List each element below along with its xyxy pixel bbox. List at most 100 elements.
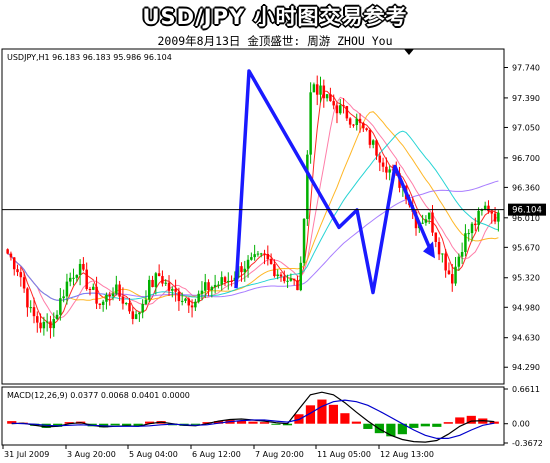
signal-line — [11, 399, 495, 439]
candle-body — [490, 211, 494, 214]
candle-body — [240, 266, 243, 273]
candle-body — [174, 288, 177, 292]
candle-body — [36, 316, 39, 323]
candle-body — [9, 253, 13, 258]
macd-tick-label: -0.3672 — [512, 439, 543, 448]
candle-body — [115, 284, 118, 294]
candle-body — [105, 294, 108, 302]
price-tick-label: 97.050 — [512, 123, 540, 132]
candle-body — [55, 314, 59, 320]
candle-body — [368, 129, 372, 145]
candle-body — [329, 94, 332, 102]
current-price-tag — [508, 203, 546, 216]
candle-body — [256, 253, 260, 255]
candle-body — [306, 154, 309, 219]
candle-body — [273, 264, 276, 277]
candle-body — [450, 274, 454, 284]
macd-tick-label: 0.00 — [512, 420, 530, 429]
candle-body — [184, 298, 187, 301]
candle-body — [315, 84, 319, 95]
candle-body — [348, 118, 352, 125]
candle-body — [322, 85, 326, 99]
macd-panel-title: MACD(12,26,9) 0.0377 0.0068 0.0401 0.000… — [7, 391, 190, 400]
time-tick-label: 7 Aug 20:00 — [255, 450, 304, 459]
candle-body — [180, 300, 184, 302]
candle-body — [431, 212, 434, 233]
candle-body — [289, 278, 293, 281]
candle-body — [319, 85, 322, 95]
candle-body — [477, 210, 480, 226]
candle-body — [292, 278, 296, 281]
candle-body — [217, 284, 220, 286]
candle-body — [332, 101, 335, 106]
candle-body — [42, 321, 46, 329]
candle-body — [365, 128, 368, 130]
page-title: USD/JPY 小时图交易参考 — [142, 5, 408, 29]
candle-body — [75, 274, 79, 278]
candle-body — [210, 287, 214, 291]
price-tick-label: 94.290 — [512, 363, 540, 372]
candle-body — [424, 219, 428, 223]
candle-body — [381, 162, 385, 167]
candle-body — [286, 280, 289, 282]
candle-body — [358, 118, 362, 123]
candle-body — [243, 268, 247, 273]
candle-body — [29, 307, 32, 309]
candle-body — [259, 253, 263, 255]
candle-body — [39, 322, 42, 329]
candle-body — [138, 312, 141, 315]
candle-body — [203, 282, 207, 291]
candle-body — [121, 296, 125, 304]
candle-body — [454, 266, 457, 284]
candle-body — [45, 321, 49, 323]
candle-body — [378, 155, 382, 163]
time-tick-label: 12 Aug 13:00 — [380, 450, 434, 459]
main-panel-frame — [1, 48, 505, 385]
candle-body — [266, 253, 270, 260]
candle-body — [52, 319, 56, 329]
candle-body — [497, 212, 500, 222]
candle-body — [421, 222, 424, 224]
candle-body — [246, 259, 250, 269]
candle-body — [352, 124, 355, 126]
price-tick-label: 97.390 — [512, 94, 540, 103]
time-tick-label: 3 Aug 20:00 — [67, 450, 116, 459]
macd-panel-frame — [1, 386, 505, 446]
candle-body — [65, 281, 69, 297]
candle-body — [362, 122, 365, 129]
candle-body — [302, 218, 306, 263]
candle-body — [483, 205, 487, 210]
candle-body — [128, 303, 131, 312]
candle-body — [118, 284, 121, 297]
price-tick-label: 94.980 — [512, 303, 540, 312]
candle-body — [223, 277, 227, 282]
candle-body — [151, 279, 154, 288]
candle-body — [22, 277, 26, 289]
candle-body — [49, 321, 52, 329]
candle-body — [131, 311, 135, 319]
moving-average-line — [7, 180, 499, 301]
candle-body — [92, 286, 95, 290]
candle-body — [194, 301, 197, 308]
candle-body — [171, 288, 174, 291]
candle-body — [230, 280, 233, 282]
candle-body — [190, 305, 194, 308]
moving-average-line — [7, 111, 499, 301]
candle-body — [62, 296, 65, 299]
candle-body — [388, 169, 391, 173]
price-tick-label: 94.630 — [512, 334, 540, 343]
candle-body — [124, 303, 128, 305]
candle-body — [6, 249, 9, 254]
candle-body — [355, 118, 358, 126]
candle-body — [101, 301, 105, 305]
candle-body — [134, 314, 138, 319]
candle-body — [164, 282, 167, 284]
candle-body — [253, 254, 256, 258]
price-tick-label: 97.740 — [512, 64, 540, 73]
candle-body — [296, 280, 299, 291]
candle-body — [345, 106, 349, 119]
candle-body — [342, 105, 345, 107]
candle-body — [200, 290, 204, 294]
candle-body — [220, 277, 223, 285]
candle-body — [474, 223, 477, 226]
